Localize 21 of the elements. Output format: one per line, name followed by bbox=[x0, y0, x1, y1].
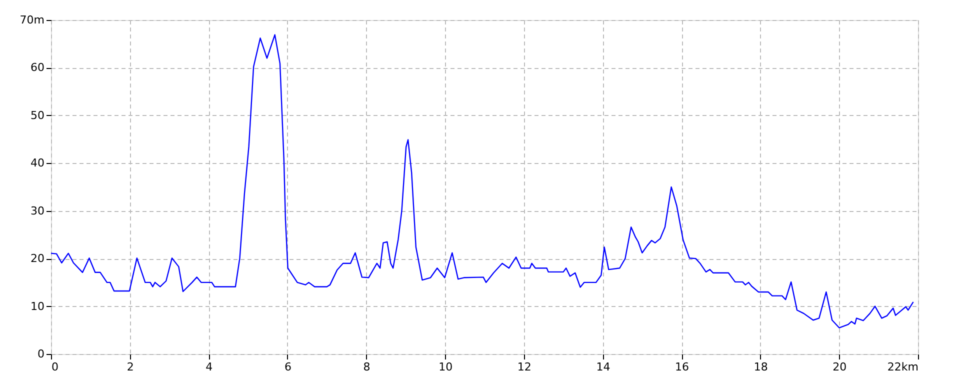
x-tick-label: 16 bbox=[675, 360, 690, 374]
x-tick-label: 20 bbox=[832, 360, 847, 374]
y-tick-label: 40 bbox=[30, 156, 44, 170]
y-tick-label: 10 bbox=[30, 300, 44, 313]
x-tick-label: 4 bbox=[206, 360, 213, 374]
x-tick-label: 12 bbox=[517, 360, 532, 374]
y-tick-label: 70m bbox=[20, 14, 44, 26]
x-tick-label: 0 bbox=[52, 360, 58, 374]
x-tick-label: 18 bbox=[754, 360, 768, 374]
y-tick-label: 20 bbox=[30, 252, 44, 266]
x-tick-label: 6 bbox=[284, 360, 292, 374]
y-tick-label: 50 bbox=[30, 108, 44, 122]
y-tick-label: 60 bbox=[30, 61, 44, 74]
x-tick-label: 2 bbox=[126, 360, 134, 374]
x-tick-label: 8 bbox=[363, 360, 370, 374]
x-tick-label: 10 bbox=[438, 360, 453, 374]
y-tick-label: 0 bbox=[38, 348, 44, 360]
x-tick-label: 22km bbox=[887, 360, 918, 374]
line-series bbox=[50, 34, 914, 328]
x-tick-label: 14 bbox=[596, 360, 610, 374]
y-tick-label: 30 bbox=[30, 204, 44, 218]
